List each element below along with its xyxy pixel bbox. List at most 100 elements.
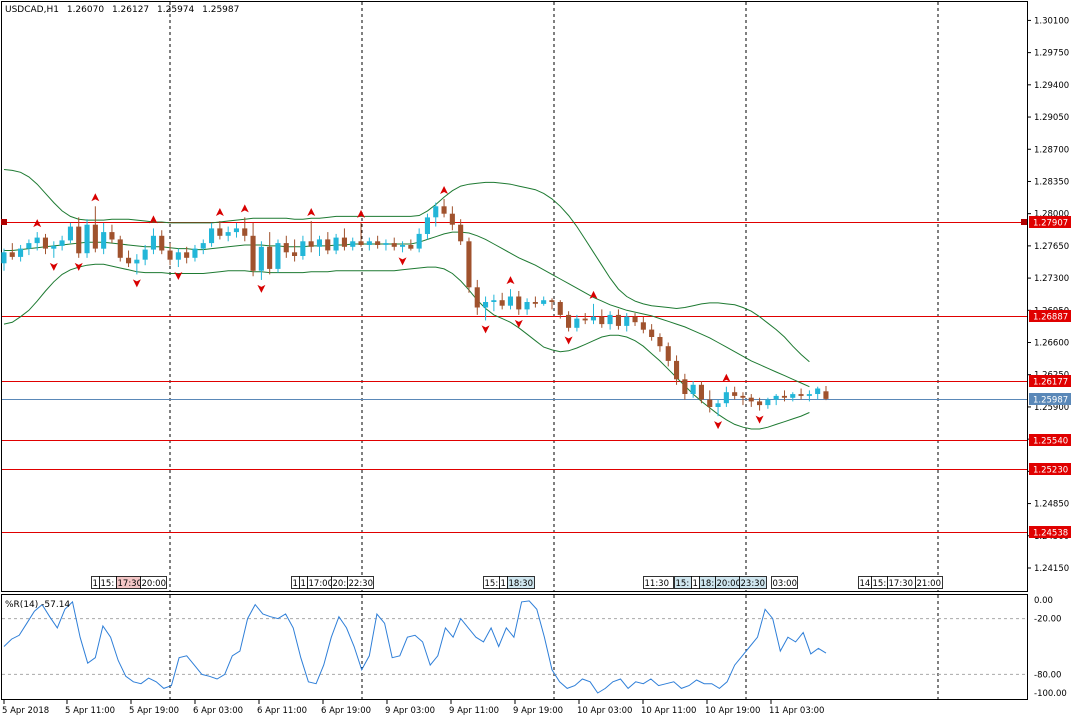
candle [740,392,746,406]
price-pane[interactable] [1,1,1028,592]
session-tag-label: 15: [676,579,690,589]
session-tag[interactable]: 1 [291,576,300,590]
candle-body [549,300,555,302]
time-tick-label: 10 Apr 11:00 [641,706,696,716]
session-tag[interactable]: 18: [699,576,716,590]
candle [458,219,464,245]
candle-body [416,233,422,249]
price-tick-label: 1.28000 [1034,210,1069,220]
candle [375,235,381,249]
candle [209,222,215,247]
candle-body [649,329,655,337]
candle [366,237,372,251]
williams-r-indicator: 0.00 -20.00 -80.00 -100.00 [2,596,1067,699]
session-tag[interactable]: 22:30 [347,576,374,590]
candle-body [76,226,82,254]
session-tag[interactable]: 20: [331,576,348,590]
session-tag[interactable]: 17:30 [116,576,143,590]
candle-body [715,403,721,407]
candle-body [582,318,588,321]
session-tag[interactable]: 1 [299,576,308,590]
candle [308,221,314,253]
candle [516,290,522,315]
candle-body [250,235,256,271]
candle [325,232,331,255]
candle-body [341,237,347,247]
candle-body [798,394,804,396]
fractal-down-arrow [714,421,723,430]
candle-body [275,243,281,269]
candle [341,228,347,251]
session-tag-label: 03:00 [773,579,798,589]
candle [316,235,322,257]
session-tag[interactable]: 15: [99,576,117,590]
candle-body [300,241,306,256]
level-tag-box [1029,434,1071,446]
session-tag-label: 1 [501,579,506,589]
candle-body [516,296,522,310]
candle-body [26,243,32,249]
candle [142,244,148,266]
candle [557,300,563,319]
session-tag[interactable]: 1 [91,576,100,590]
session-tag[interactable]: 20:00 [140,576,167,590]
candle [491,294,497,312]
session-tag[interactable]: 20:00 [715,576,742,590]
session-tag[interactable]: 17:00 [307,576,334,590]
session-tag[interactable]: 1 [691,576,700,590]
session-tag[interactable]: 11:30 [643,576,674,590]
price-tick-label: 1.29750 [1034,49,1069,59]
level-price-tag: 1.27907 [1029,216,1071,229]
session-tag-label: 1 [293,579,298,589]
level-tag-box [1029,310,1071,322]
session-tag[interactable]: 23:30 [739,576,767,590]
candle [732,386,738,400]
session-tag[interactable]: 15: [483,576,500,590]
session-tag[interactable]: 15: [674,576,692,590]
price-tick-label: 1.29050 [1034,113,1069,123]
band-upper [3,169,810,363]
level-marker [1,219,7,225]
candle-body [267,246,273,269]
time-tick-label: 9 Apr 11:00 [449,706,499,716]
fractal-up-arrow [307,208,316,217]
level-tag-box [1029,375,1071,387]
candle-body [599,316,605,325]
candle-body [574,318,580,328]
session-tag[interactable]: 18:30 [507,576,535,590]
candle [798,388,804,400]
candle-body [333,237,339,251]
session-tag[interactable]: 03:00 [771,576,798,590]
candle [806,390,812,402]
fractal-down-arrow [74,262,83,271]
candle-body [59,240,65,246]
candle-body [541,300,547,304]
candle-body [366,241,372,245]
candle-body [624,316,630,326]
price-tick-label: 1.28350 [1034,177,1069,187]
session-tag[interactable]: 1 [499,576,508,590]
candle-body [34,237,40,244]
session-tag-box [771,576,798,589]
session-tag[interactable]: 14 [858,576,872,590]
wpr-pane[interactable] [1,594,1028,700]
session-tag-label: 15: [485,579,499,589]
candle-body [51,245,57,249]
level-tag-label: 1.24538 [1033,529,1068,539]
session-tag[interactable]: 21:00 [915,576,943,590]
session-tag[interactable]: 15: [871,576,888,590]
candle [757,397,763,411]
candle-body [9,252,15,257]
session-tag-box [739,576,767,589]
level-price-tag: 1.26887 [1029,310,1071,323]
candle [358,222,364,247]
candle-body [316,239,322,247]
session-tag-label: 17:30 [118,579,143,589]
candle-body [698,384,704,400]
fractal-down-arrow [564,336,573,345]
candle-body [67,226,73,241]
session-tag-label: 1 [93,579,98,589]
session-tag[interactable]: 17:30 [887,576,916,590]
time-tick-label: 6 Apr 03:00 [193,706,243,716]
